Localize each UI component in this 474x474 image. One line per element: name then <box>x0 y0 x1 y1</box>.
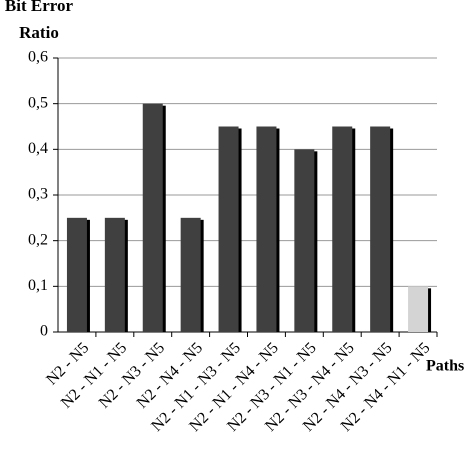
bar <box>408 286 429 332</box>
y-tick-label: 0,1 <box>28 277 48 294</box>
bar <box>142 103 163 333</box>
y-axis-label: Bit Error Ratio <box>4 0 74 42</box>
bar <box>332 126 353 332</box>
bar <box>294 149 315 332</box>
y-tick-label: 0,4 <box>28 140 48 157</box>
y-tick-label: 0,5 <box>28 94 48 111</box>
bar <box>180 217 201 332</box>
y-tick-label: 0,3 <box>28 186 48 203</box>
y-tick-label: 0,2 <box>28 231 48 248</box>
x-axis-label: Paths <box>426 358 464 375</box>
bar <box>218 126 239 332</box>
bar <box>256 126 277 332</box>
bar <box>66 217 87 332</box>
bar <box>104 217 125 332</box>
y-tick-label: 0 <box>40 323 48 340</box>
y-tick-label: 0,6 <box>28 49 48 66</box>
bar <box>370 126 391 332</box>
